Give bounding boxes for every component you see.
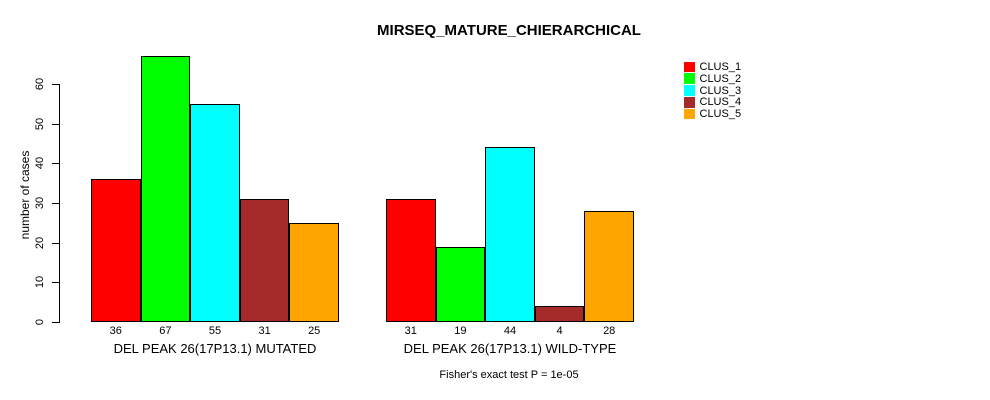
group-label: DEL PEAK 26(17P13.1) MUTATED	[113, 341, 317, 356]
footnote-text: Fisher's exact test P = 1e-05	[439, 369, 579, 381]
chart-title: MIRSEQ_MATURE_CHIERARCHICAL	[377, 22, 641, 39]
bar	[485, 147, 535, 322]
y-tick	[52, 282, 59, 284]
y-axis-line	[59, 84, 60, 323]
bar	[91, 179, 141, 322]
group-label: DEL PEAK 26(17P13.1) WILD-TYPE	[403, 341, 617, 356]
legend-label: CLUS_1	[699, 60, 742, 73]
bar-value-label: 31	[404, 325, 417, 337]
bar-value-label: 25	[308, 325, 321, 337]
legend-swatch	[684, 108, 695, 120]
bar	[435, 246, 486, 322]
bar-value-label: 55	[208, 325, 222, 337]
legend-label: CLUS_2	[699, 72, 742, 85]
bar	[534, 306, 585, 322]
legend: CLUS_1 CLUS_2 CLUS_3 CLUS_4 CLUS_5	[684, 61, 741, 120]
y-tick-label: 60	[34, 77, 46, 91]
bar-value-label: 44	[503, 325, 517, 337]
bar	[584, 210, 634, 322]
y-tick	[52, 203, 59, 204]
bar	[239, 199, 290, 322]
y-tick	[52, 123, 59, 125]
bar	[386, 199, 436, 322]
legend-swatch	[684, 61, 695, 73]
y-tick-label: 20	[34, 236, 46, 249]
legend-swatch	[684, 97, 695, 108]
legend-label: CLUS_3	[699, 84, 742, 97]
legend-item: CLUS_4	[684, 96, 741, 108]
bar	[140, 56, 191, 322]
bar-value-label: 31	[258, 325, 271, 337]
y-tick-label: 30	[34, 196, 46, 210]
legend-item: CLUS_3	[684, 85, 741, 97]
legend-item: CLUS_1	[684, 61, 741, 73]
bar-value-label: 4	[556, 325, 563, 337]
bar-value-label: 36	[109, 325, 122, 337]
bar-value-label: 67	[159, 325, 172, 337]
y-tick-label: 50	[34, 117, 46, 130]
y-tick	[52, 163, 59, 165]
legend-label: CLUS_5	[699, 108, 742, 121]
legend-swatch	[684, 73, 695, 84]
legend-item: CLUS_2	[684, 73, 741, 85]
y-axis-label: number of cases	[18, 150, 32, 240]
bar-value-label: 19	[454, 325, 467, 337]
y-tick-label: 10	[34, 276, 46, 289]
y-tick	[52, 322, 59, 323]
y-tick	[52, 84, 59, 85]
legend-label: CLUS_4	[699, 96, 742, 109]
legend-swatch	[684, 85, 695, 96]
y-tick	[52, 242, 59, 244]
legend-item: CLUS_5	[684, 108, 741, 120]
bar-value-label: 28	[603, 325, 616, 337]
bar	[190, 103, 240, 322]
y-tick-label: 0	[34, 318, 46, 326]
bar	[289, 222, 339, 322]
y-tick-label: 40	[34, 157, 46, 170]
